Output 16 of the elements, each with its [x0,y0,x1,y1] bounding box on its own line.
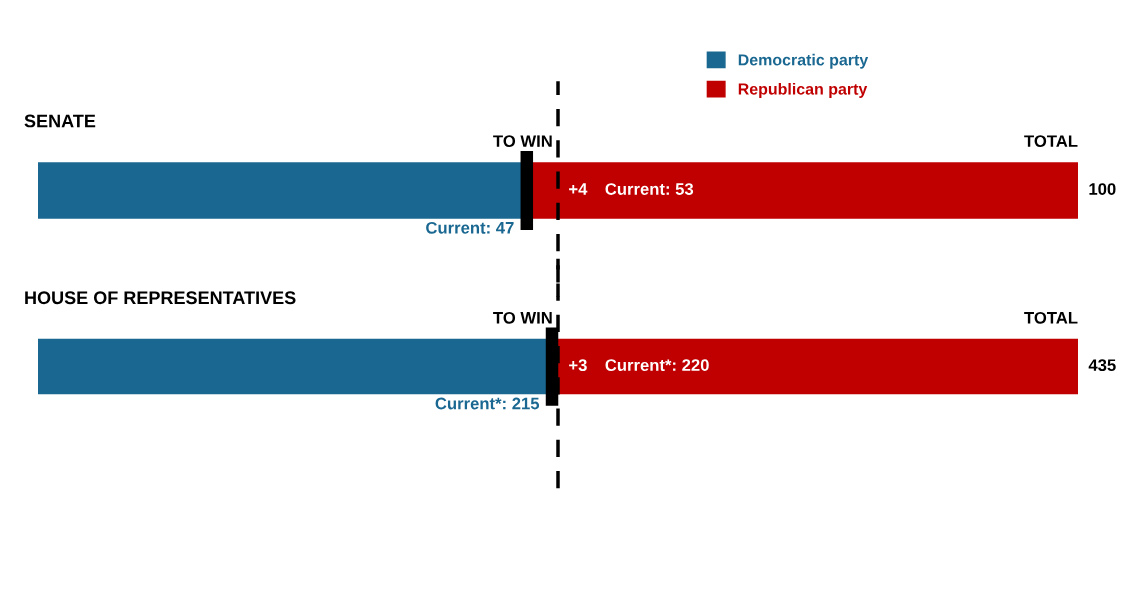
chart-title: SENATE [24,114,96,128]
annotation: +3 [569,359,587,372]
data-label: Current*: 220 [605,359,709,372]
text: TOTAL [1024,135,1078,148]
legend-label: Republican party [738,82,868,98]
text: TOTAL [1024,311,1078,324]
legend-label: Democratic party [738,53,869,69]
annotation: +4 [569,183,588,195]
annotation: TO WIN [493,135,552,148]
data-label: Current: 47 [426,221,514,234]
data-label: Current: 53 [605,183,694,195]
annotation: 435 [1088,359,1116,372]
chart-title: HOUSE OF REPRESENTATIVES [25,291,296,305]
annotation: TO WIN [493,311,552,324]
data-label: Current*: 215 [435,397,540,410]
annotation: 100 [1089,183,1116,195]
